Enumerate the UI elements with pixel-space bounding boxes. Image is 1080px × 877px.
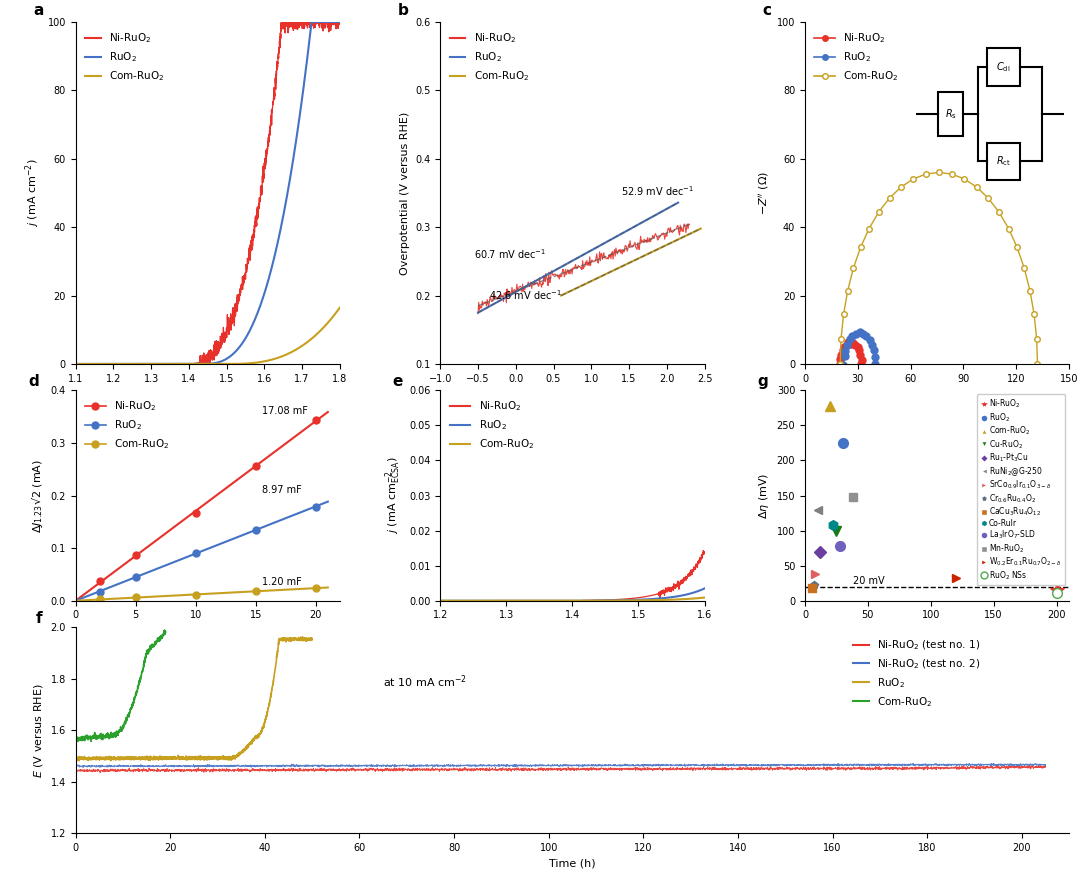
Text: 60.7 mV dec$^{-1}$: 60.7 mV dec$^{-1}$: [474, 247, 546, 261]
Text: at 10 mA cm$^{-2}$: at 10 mA cm$^{-2}$: [383, 674, 468, 689]
Legend: Ni-RuO$_2$, RuO$_2$, Com-RuO$_2$: Ni-RuO$_2$, RuO$_2$, Com-RuO$_2$: [81, 396, 174, 456]
X-axis label: $E$ (V versus RHE): $E$ (V versus RHE): [525, 626, 620, 639]
Legend: Ni-RuO$_2$, RuO$_2$, Com-RuO$_2$: Ni-RuO$_2$, RuO$_2$, Com-RuO$_2$: [445, 27, 534, 88]
Text: 20 mV: 20 mV: [853, 576, 885, 586]
Y-axis label: $\Delta J_{1.23}$√2 (mA): $\Delta J_{1.23}$√2 (mA): [30, 459, 45, 532]
X-axis label: Time (h): Time (h): [914, 626, 960, 636]
Y-axis label: $E$ (V versus RHE): $E$ (V versus RHE): [32, 682, 45, 778]
X-axis label: log ($j$/mA cm$^{-2}$): log ($j$/mA cm$^{-2}$): [528, 389, 617, 408]
Legend: Ni-RuO$_2$, RuO$_2$, Com-RuO$_2$, Cu-RuO$_2$, Ru$_1$-Pt$_3$Cu, RuNi$_2$@G-250, S: Ni-RuO$_2$, RuO$_2$, Com-RuO$_2$, Cu-RuO…: [977, 394, 1065, 585]
Text: c: c: [762, 4, 772, 18]
Legend: Ni-RuO$_2$ (test no. 1), Ni-RuO$_2$ (test no. 2), RuO$_2$, Com-RuO$_2$: Ni-RuO$_2$ (test no. 1), Ni-RuO$_2$ (tes…: [849, 634, 985, 713]
Text: e: e: [393, 374, 403, 389]
Text: f: f: [36, 611, 42, 626]
X-axis label: Time (h): Time (h): [549, 859, 596, 868]
X-axis label: Scan rate (mV s$^{-1}$): Scan rate (mV s$^{-1}$): [154, 626, 260, 644]
Text: 8.97 mF: 8.97 mF: [261, 485, 301, 495]
Text: 1.20 mF: 1.20 mF: [261, 577, 301, 587]
Y-axis label: $j$ (mA cm$^{-2}_{\rm ECSA}$): $j$ (mA cm$^{-2}_{\rm ECSA}$): [383, 457, 404, 534]
Legend: Ni-RuO$_2$, RuO$_2$, Com-RuO$_2$: Ni-RuO$_2$, RuO$_2$, Com-RuO$_2$: [810, 27, 903, 88]
Text: g: g: [757, 374, 768, 389]
X-axis label: $Z'$ ($\Omega$): $Z'$ ($\Omega$): [920, 389, 954, 403]
Legend: Ni-RuO$_2$, RuO$_2$, Com-RuO$_2$: Ni-RuO$_2$, RuO$_2$, Com-RuO$_2$: [81, 27, 168, 88]
Y-axis label: $-Z''$ ($\Omega$): $-Z''$ ($\Omega$): [757, 171, 771, 215]
Y-axis label: Overpotential (V versus RHE): Overpotential (V versus RHE): [400, 111, 409, 275]
Text: d: d: [28, 374, 39, 389]
Text: 42.6 mV dec$^{-1}$: 42.6 mV dec$^{-1}$: [489, 289, 563, 303]
Text: 52.9 mV dec$^{-1}$: 52.9 mV dec$^{-1}$: [621, 184, 694, 198]
Legend: Ni-RuO$_2$, RuO$_2$, Com-RuO$_2$: Ni-RuO$_2$, RuO$_2$, Com-RuO$_2$: [445, 396, 538, 456]
Y-axis label: $\Delta\eta$ (mV): $\Delta\eta$ (mV): [757, 473, 771, 518]
Text: a: a: [33, 4, 43, 18]
X-axis label: $E$ (V versus RHE): $E$ (V versus RHE): [160, 389, 255, 403]
Y-axis label: $j$ (mA cm$^{-2}$): $j$ (mA cm$^{-2}$): [24, 159, 42, 227]
Text: b: b: [399, 4, 409, 18]
Text: 17.08 mF: 17.08 mF: [261, 406, 308, 416]
